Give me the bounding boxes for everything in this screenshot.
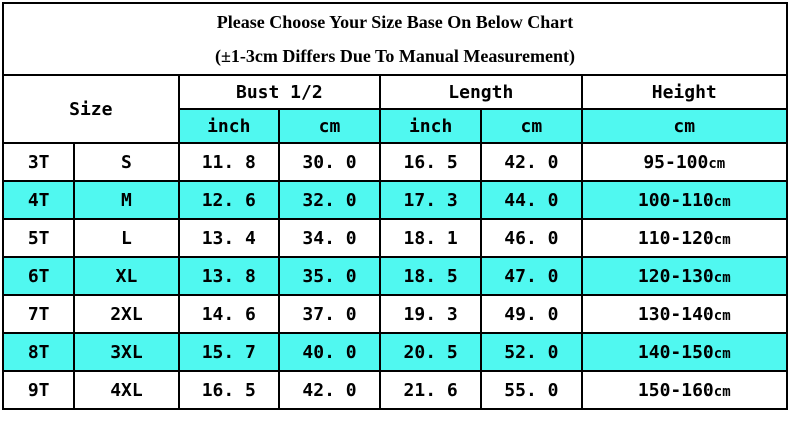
table-row: 8T 3XL 15. 7 40. 0 20. 5 52. 0 140-150cm bbox=[1, 332, 789, 372]
cell-size-letter: L bbox=[73, 218, 180, 258]
header-cell-bust: Bust 1/2 bbox=[177, 74, 382, 110]
cell-height: 110-120cm bbox=[580, 218, 789, 258]
cell-length-cm: 55. 0 bbox=[480, 370, 583, 410]
cell-size-t: 7T bbox=[1, 294, 76, 334]
cell-bust-inch: 11. 8 bbox=[177, 142, 280, 182]
cell-bust-cm: 42. 0 bbox=[277, 370, 382, 410]
cell-length-inch: 18. 1 bbox=[379, 218, 483, 258]
cell-bust-inch: 15. 7 bbox=[177, 332, 280, 372]
subheader-bust-cm: cm bbox=[277, 108, 382, 144]
chart-title: Please Choose Your Size Base On Below Ch… bbox=[2, 2, 788, 76]
header-row: Size Bust 1/2 Length Height bbox=[2, 74, 789, 144]
cell-bust-cm: 35. 0 bbox=[277, 256, 382, 296]
table-row: 9T 4XL 16. 5 42. 0 21. 6 55. 0 150-160cm bbox=[1, 370, 789, 410]
height-unit: cm bbox=[713, 345, 731, 362]
cell-length-cm: 52. 0 bbox=[480, 332, 583, 372]
table-row: 4T M 12. 6 32. 0 17. 3 44. 0 100-110cm bbox=[1, 180, 789, 220]
cell-length-cm: 44. 0 bbox=[480, 180, 583, 220]
subheader-length-inch: inch bbox=[379, 108, 483, 144]
chart-title-line2: (±1-3cm Differs Due To Manual Measuremen… bbox=[215, 46, 575, 66]
height-unit: cm bbox=[713, 307, 731, 324]
subheader-height-cm: cm bbox=[580, 108, 789, 144]
cell-length-cm: 47. 0 bbox=[480, 256, 583, 296]
cell-length-inch: 16. 5 bbox=[379, 142, 483, 182]
height-range: 150-160 bbox=[637, 379, 714, 401]
cell-bust-cm: 40. 0 bbox=[277, 332, 382, 372]
cell-size-letter: 4XL bbox=[73, 370, 180, 410]
table-row: 3T S 11. 8 30. 0 16. 5 42. 0 95-100cm bbox=[1, 142, 789, 182]
cell-size-t: 8T bbox=[1, 332, 76, 372]
cell-size-t: 6T bbox=[1, 256, 76, 296]
cell-size-t: 3T bbox=[1, 142, 76, 182]
cell-size-letter: M bbox=[73, 180, 180, 220]
height-unit: cm bbox=[708, 155, 726, 172]
height-unit: cm bbox=[713, 193, 731, 210]
height-unit: cm bbox=[713, 269, 731, 286]
subheader-bust-inch: inch bbox=[177, 108, 280, 144]
cell-length-inch: 19. 3 bbox=[379, 294, 483, 334]
cell-bust-inch: 12. 6 bbox=[177, 180, 280, 220]
height-unit: cm bbox=[713, 383, 731, 400]
header-cell-length: Length bbox=[379, 74, 583, 110]
header-cell-height: Height bbox=[580, 74, 789, 110]
cell-size-t: 5T bbox=[1, 218, 76, 258]
cell-bust-cm: 37. 0 bbox=[277, 294, 382, 334]
cell-length-cm: 49. 0 bbox=[480, 294, 583, 334]
height-range: 100-110 bbox=[637, 189, 714, 211]
cell-length-inch: 21. 6 bbox=[379, 370, 483, 410]
cell-size-letter: 2XL bbox=[73, 294, 180, 334]
cell-bust-inch: 13. 8 bbox=[177, 256, 280, 296]
title-row: Please Choose Your Size Base On Below Ch… bbox=[2, 2, 788, 76]
cell-length-cm: 46. 0 bbox=[480, 218, 583, 258]
cell-height: 100-110cm bbox=[580, 180, 789, 220]
chart-title-line1: Please Choose Your Size Base On Below Ch… bbox=[216, 12, 574, 32]
cell-bust-cm: 30. 0 bbox=[277, 142, 382, 182]
height-range: 95-100 bbox=[643, 151, 709, 173]
size-chart-table: Please Choose Your Size Base On Below Ch… bbox=[1, 2, 789, 410]
cell-height: 95-100cm bbox=[580, 142, 789, 182]
height-range: 110-120 bbox=[637, 227, 714, 249]
height-range: 140-150 bbox=[637, 341, 714, 363]
cell-size-t: 9T bbox=[1, 370, 76, 410]
cell-bust-cm: 34. 0 bbox=[277, 218, 382, 258]
cell-length-inch: 20. 5 bbox=[379, 332, 483, 372]
table-row: 6T XL 13. 8 35. 0 18. 5 47. 0 120-130cm bbox=[1, 256, 789, 296]
cell-size-letter: 3XL bbox=[73, 332, 180, 372]
cell-length-inch: 18. 5 bbox=[379, 256, 483, 296]
cell-height: 130-140cm bbox=[580, 294, 789, 334]
cell-bust-inch: 14. 6 bbox=[177, 294, 280, 334]
height-range: 130-140 bbox=[637, 303, 714, 325]
cell-length-cm: 42. 0 bbox=[480, 142, 583, 182]
cell-size-letter: S bbox=[73, 142, 180, 182]
cell-bust-cm: 32. 0 bbox=[277, 180, 382, 220]
cell-bust-inch: 16. 5 bbox=[177, 370, 280, 410]
cell-length-inch: 17. 3 bbox=[379, 180, 483, 220]
cell-size-t: 4T bbox=[1, 180, 76, 220]
cell-bust-inch: 13. 4 bbox=[177, 218, 280, 258]
header-cell-size: Size bbox=[2, 74, 180, 144]
subheader-length-cm: cm bbox=[480, 108, 583, 144]
cell-height: 120-130cm bbox=[580, 256, 789, 296]
cell-height: 150-160cm bbox=[580, 370, 789, 410]
height-unit: cm bbox=[713, 231, 731, 248]
cell-height: 140-150cm bbox=[580, 332, 789, 372]
table-row: 7T 2XL 14. 6 37. 0 19. 3 49. 0 130-140cm bbox=[1, 294, 789, 334]
subheader-row: inch cm inch cm cm bbox=[3, 108, 789, 144]
table-row: 5T L 13. 4 34. 0 18. 1 46. 0 110-120cm bbox=[1, 218, 789, 258]
cell-size-letter: XL bbox=[73, 256, 180, 296]
height-range: 120-130 bbox=[637, 265, 714, 287]
